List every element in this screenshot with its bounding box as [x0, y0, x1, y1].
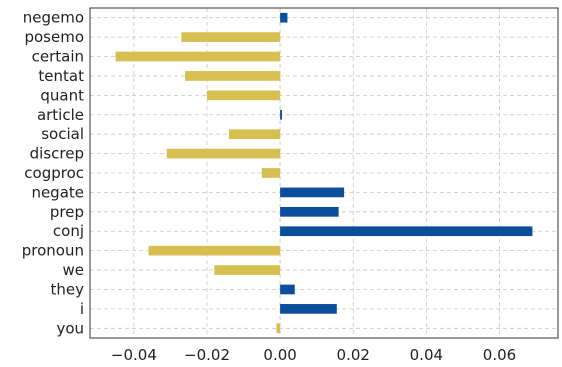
bar-conj [280, 226, 533, 237]
x-tick-labels: −0.04 −0.02 0.00 0.02 0.04 0.06 [111, 346, 516, 364]
x-tick-label: −0.02 [184, 346, 230, 364]
category-label-they: they [51, 280, 85, 298]
category-label-quant: quant [40, 86, 84, 104]
bar-cogproc [261, 168, 281, 178]
bar-we [214, 265, 281, 275]
category-label-discrep: discrep [30, 145, 84, 163]
bar-negate [280, 187, 345, 198]
category-label-tentat: tentat [38, 67, 84, 85]
category-label-we: we [63, 261, 85, 279]
plot-frame [89, 7, 559, 339]
category-label-negemo: negemo [23, 9, 84, 27]
bar-you [276, 323, 281, 334]
bar-certain [115, 51, 281, 62]
category-label-conj: conj [53, 222, 84, 240]
bar-article [280, 109, 282, 120]
category-label-certain: certain [32, 48, 84, 66]
x-tick-label: −0.04 [111, 346, 157, 364]
category-label-cogproc: cogproc [24, 164, 84, 182]
x-tick-label: 0.04 [410, 346, 443, 364]
category-label-social: social [41, 125, 84, 143]
category-label-i: i [80, 300, 84, 318]
category-label-posemo: posemo [24, 28, 84, 46]
x-tick-label: 0.06 [483, 346, 516, 364]
category-label-article: article [37, 106, 84, 124]
bar-tentat [185, 71, 281, 81]
bar-prep [280, 206, 339, 217]
x-tick-label: 0.02 [337, 346, 370, 364]
bar-discrep [166, 148, 281, 159]
category-label-negate: negate [31, 183, 84, 201]
category-label-prep: prep [50, 203, 84, 221]
x-tick-label: 0.00 [263, 346, 296, 364]
category-label-pronoun: pronoun [22, 242, 84, 260]
bar-pronoun [148, 245, 281, 256]
bars-group [115, 12, 533, 334]
bar-social [228, 129, 281, 140]
category-label-you: you [56, 319, 84, 337]
bar-i [280, 304, 337, 314]
bar-negemo [280, 12, 288, 23]
bar-posemo [181, 32, 281, 42]
bar-they [280, 284, 295, 295]
bar-quant [207, 90, 281, 101]
